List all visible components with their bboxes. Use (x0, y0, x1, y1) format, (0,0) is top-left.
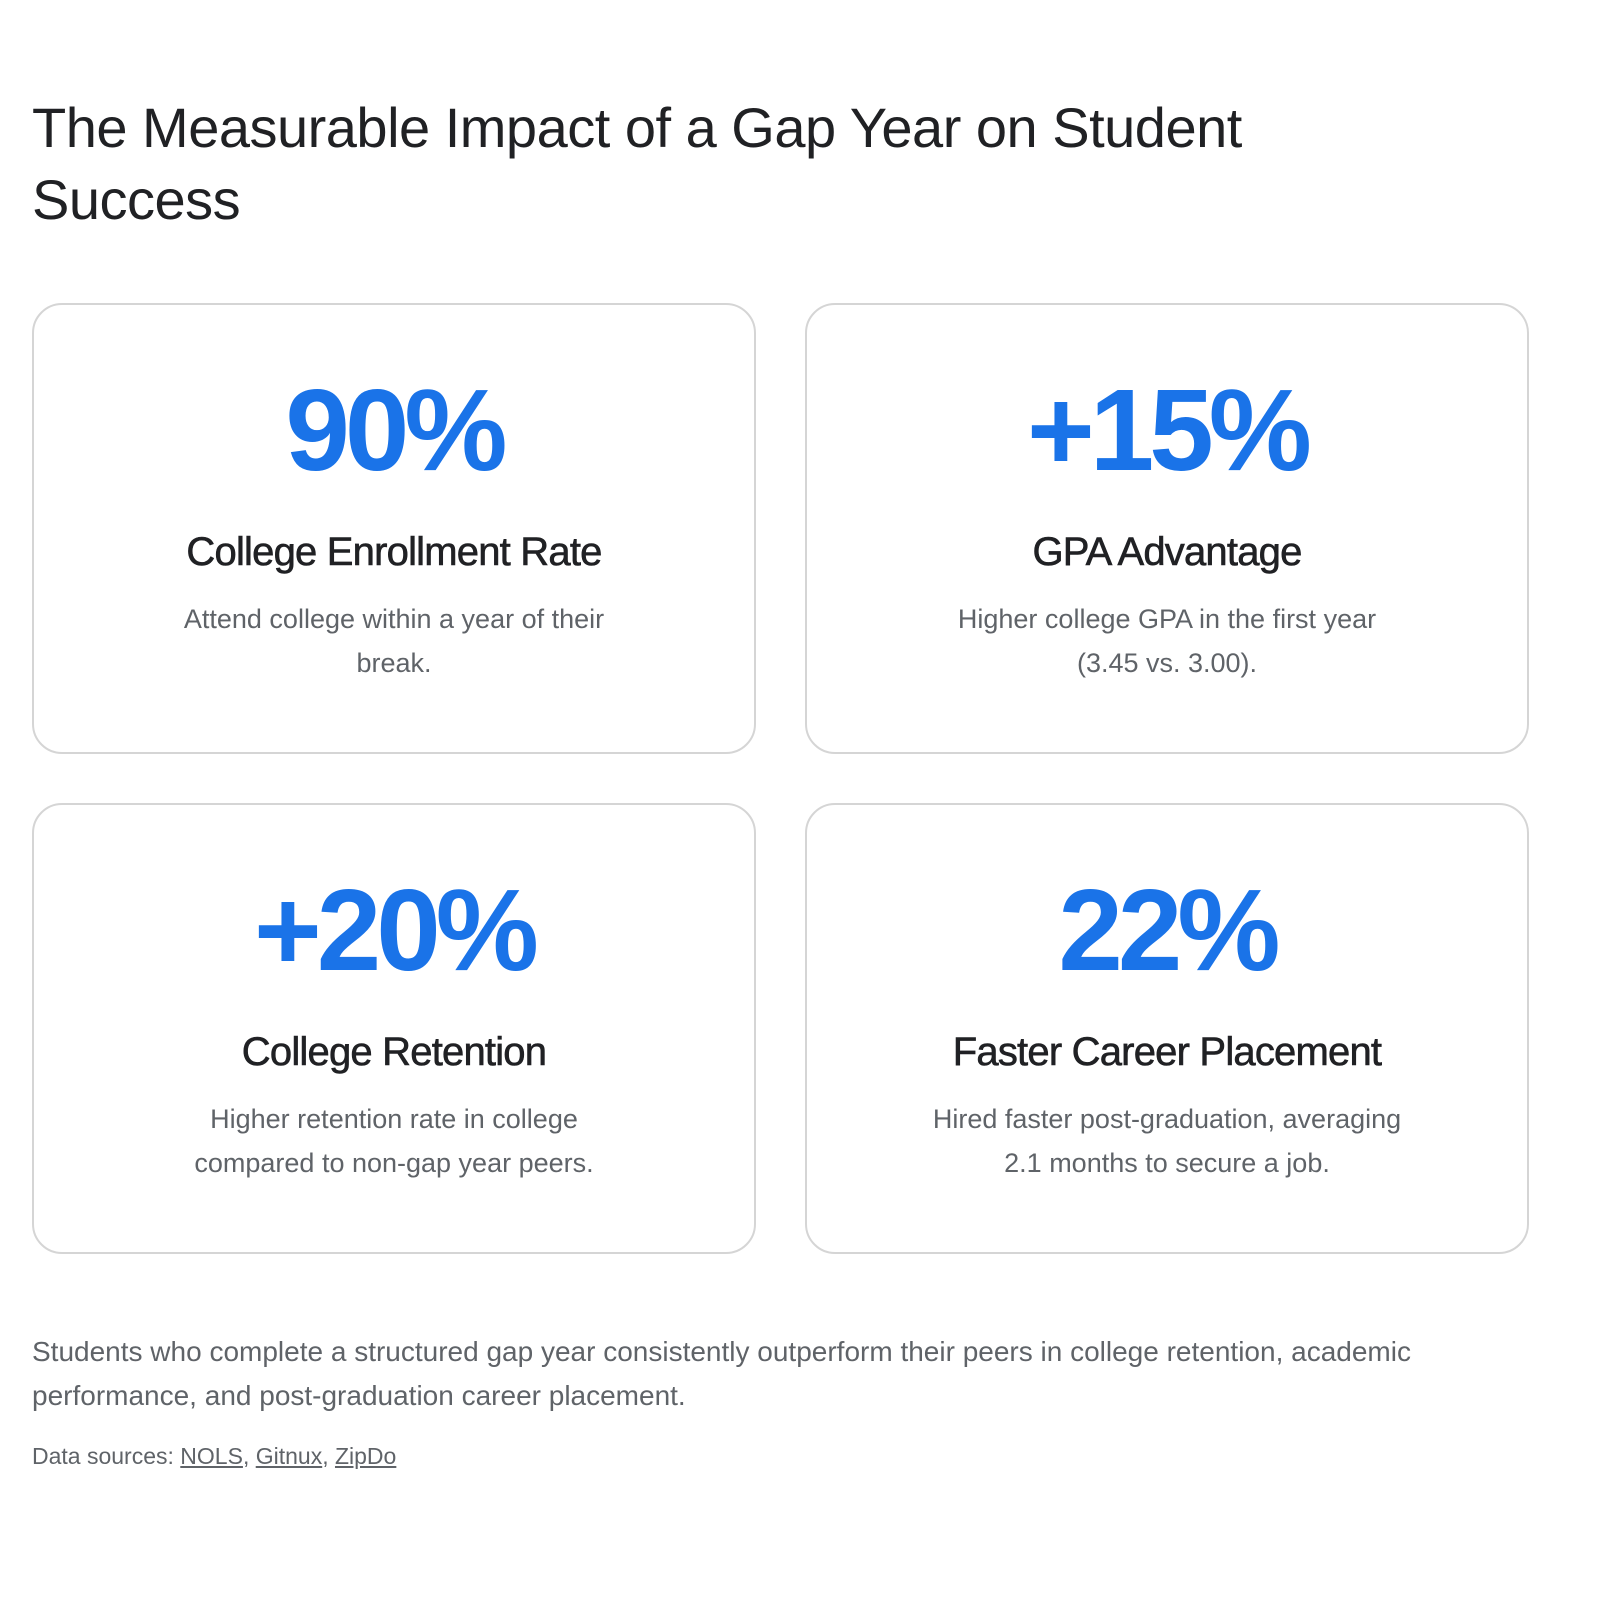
stat-grid: 90% College Enrollment Rate Attend college… (32, 303, 1529, 1254)
stat-label: College Retention (241, 1030, 547, 1075)
stat-description: Higher retention rate in college compare… (194, 1104, 594, 1178)
stat-value: 22% (1058, 865, 1280, 995)
stat-label: College Enrollment Rate (186, 530, 603, 575)
stat-card: 90% College Enrollment Rate Attend college… (32, 303, 756, 754)
stat-card: 22% Faster Career Placement Hired faster p… (805, 803, 1529, 1254)
stat-label: Faster Career Placement (952, 1030, 1382, 1075)
stat-card: +15% GPA Advantage Higher college GPA in t… (805, 303, 1529, 754)
stat-card: +20% College Retention Higher retention ra… (32, 803, 756, 1254)
stat-label: GPA Advantage (1032, 530, 1302, 575)
stat-value: +15% (1027, 365, 1312, 495)
source-link[interactable]: ZipDo (334, 1443, 397, 1469)
source-link[interactable]: NOLS (180, 1443, 243, 1469)
source-link[interactable]: Gitnux (255, 1443, 323, 1469)
stat-description: Attend college within a year of their br… (183, 604, 605, 678)
separator: , (242, 1443, 250, 1469)
stat-description: Hired faster post-graduation, averaging … (932, 1104, 1402, 1178)
page-title: The Measurable Impact of a Gap Year on S… (32, 96, 1242, 231)
separator: , (322, 1443, 329, 1469)
stat-description: Higher college GPA in the first year (3.… (957, 604, 1377, 678)
sources-label: Data sources: (32, 1443, 174, 1469)
sources: Data sources: NOLS, Gitnux, ZipDo (32, 1443, 396, 1470)
stat-value: 90% (285, 365, 507, 495)
summary: Students who complete a structured gap y… (32, 1336, 1411, 1411)
stat-value: +20% (254, 865, 539, 995)
